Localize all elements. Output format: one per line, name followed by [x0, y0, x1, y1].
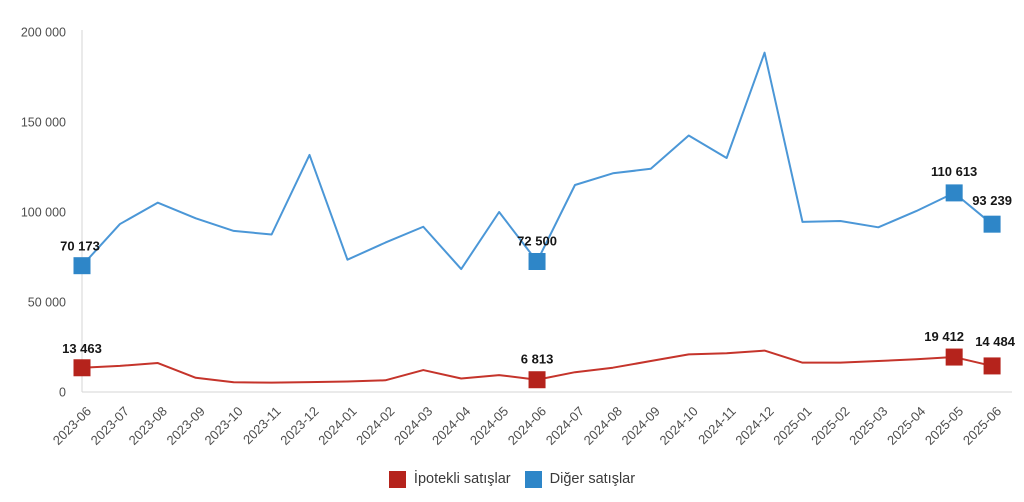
- x-tick-label-2025-02: 2025-02: [808, 404, 852, 448]
- x-tick-label-2023-08: 2023-08: [126, 404, 170, 448]
- x-tick-label-2024-09: 2024-09: [619, 404, 663, 448]
- x-tick-label-2024-01: 2024-01: [315, 404, 359, 448]
- data-label-ipotekli-2025-06: 14 484: [975, 334, 1016, 349]
- x-tick-label-2025-01: 2025-01: [770, 404, 814, 448]
- marker-diger-2025-05: [945, 184, 963, 202]
- marker-ipotekli-2023-06: [73, 359, 91, 377]
- data-label-diger-2025-06: 93 239: [972, 193, 1012, 208]
- x-tick-label-2025-05: 2025-05: [922, 404, 966, 448]
- data-label-diger-2025-05: 110 613: [931, 164, 977, 179]
- y-tick-label: 200 000: [21, 26, 66, 40]
- x-tick-label-2025-04: 2025-04: [884, 404, 928, 448]
- marker-diger-2025-06: [983, 215, 1001, 233]
- marker-ipotekli-2025-05: [945, 348, 963, 366]
- x-tick-label-2024-08: 2024-08: [581, 404, 625, 448]
- x-tick-label-2024-02: 2024-02: [353, 404, 397, 448]
- x-tick-label-2024-07: 2024-07: [543, 404, 587, 448]
- x-tick-label-2025-06: 2025-06: [960, 404, 1004, 448]
- marker-diger-2024-06: [528, 253, 546, 270]
- data-label-ipotekli-2025-05: 19 412: [924, 329, 964, 344]
- data-label-ipotekli-2023-06: 13 463: [62, 341, 102, 356]
- legend-item-diger-satislar: Diğer satışlar: [524, 470, 636, 488]
- chart-legend: İpotekli satışlar Diğer satışlar: [0, 456, 1024, 502]
- legend-swatch-ipotekli: [388, 470, 406, 488]
- data-label-diger-2023-06: 70 173: [60, 239, 100, 254]
- x-tick-label-2024-03: 2024-03: [391, 404, 435, 448]
- marker-diger-2023-06: [73, 257, 91, 275]
- x-tick-label-2023-12: 2023-12: [277, 404, 321, 448]
- x-tick-label-2023-06: 2023-06: [50, 404, 94, 448]
- x-tick-label-2025-03: 2025-03: [846, 404, 890, 448]
- y-tick-label: 0: [59, 386, 66, 400]
- x-tick-label-2023-07: 2023-07: [88, 404, 132, 448]
- legend-label-ipotekli: İpotekli satışlar: [413, 471, 511, 487]
- legend-swatch-diger: [524, 470, 542, 488]
- x-tick-label-2024-05: 2024-05: [467, 404, 511, 448]
- marker-ipotekli-2024-06: [528, 371, 546, 389]
- x-tick-label-2024-11: 2024-11: [695, 404, 739, 448]
- data-label-diger-2024-06: 72 500: [517, 234, 557, 249]
- x-tick-label-2024-12: 2024-12: [732, 404, 776, 448]
- marker-ipotekli-2025-06: [983, 357, 1001, 375]
- x-tick-label-2023-09: 2023-09: [164, 404, 208, 448]
- x-tick-label-2024-06: 2024-06: [505, 404, 549, 448]
- x-tick-label-2023-10: 2023-10: [201, 404, 245, 448]
- x-tick-label-2024-10: 2024-10: [656, 404, 700, 448]
- data-label-ipotekli-2024-06: 6 813: [521, 352, 554, 367]
- legend-label-diger: Diğer satışlar: [549, 471, 636, 487]
- y-tick-label: 100 000: [21, 206, 66, 220]
- x-tick-label-2024-04: 2024-04: [429, 404, 473, 448]
- y-tick-label: 50 000: [28, 296, 66, 310]
- x-tick-label-2023-11: 2023-11: [240, 404, 284, 448]
- legend-item-ipotekli-satislar: İpotekli satışlar: [388, 470, 511, 488]
- y-tick-label: 150 000: [21, 116, 66, 130]
